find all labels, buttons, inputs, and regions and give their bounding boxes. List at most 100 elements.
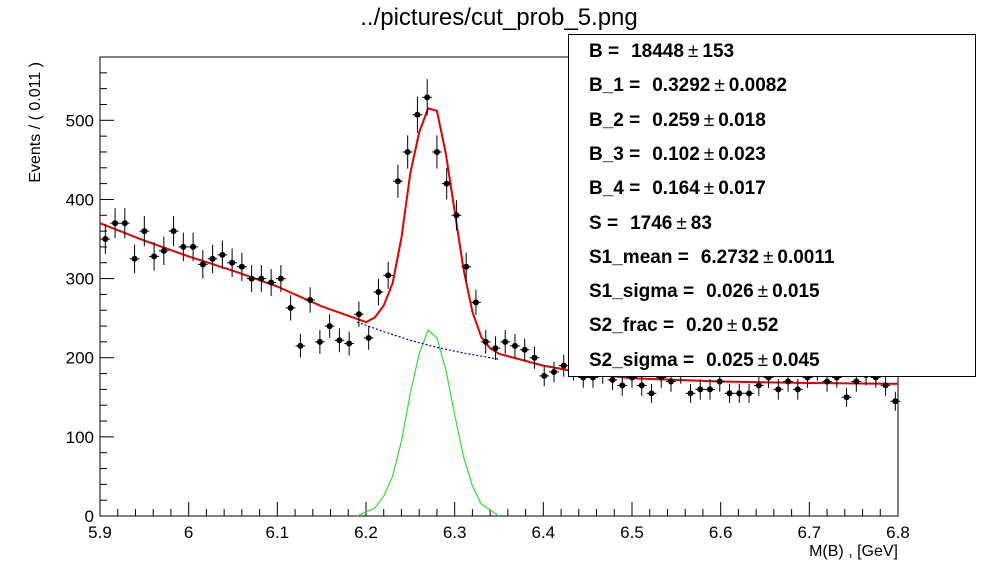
data-point xyxy=(246,265,257,293)
y-tick-label: 500 xyxy=(66,111,94,130)
data-point xyxy=(646,383,657,403)
data-point-marker xyxy=(102,236,109,243)
data-point xyxy=(558,354,569,377)
x-tick-label: 6.7 xyxy=(798,523,822,542)
plus-minus-symbol: ± xyxy=(687,41,699,62)
data-point-marker xyxy=(502,338,509,345)
data-point-marker xyxy=(424,94,431,101)
data-point xyxy=(705,379,715,400)
data-point xyxy=(500,330,511,354)
data-point xyxy=(734,383,745,403)
y-axis-label: Events / ( 0.011 ) xyxy=(27,62,44,183)
data-point xyxy=(744,383,754,403)
data-point-marker xyxy=(775,386,782,393)
data-point-marker xyxy=(151,253,158,260)
data-point-marker xyxy=(160,247,167,254)
fit-parameters-box: B = 18448 ±153 B_1 = 0.3292 ±0.0082 B_2 = 0.259… xyxy=(568,34,976,377)
data-point-marker xyxy=(511,342,518,349)
data-point-marker xyxy=(716,378,723,385)
background-curve xyxy=(356,321,500,360)
fit-parameter-value: 0.025 xyxy=(706,349,754,371)
plus-minus-symbol: ± xyxy=(703,178,715,200)
y-tick-label: 400 xyxy=(66,190,94,209)
data-point-marker xyxy=(170,228,177,235)
data-point xyxy=(110,208,120,239)
data-point-marker xyxy=(463,263,470,270)
fit-parameter-name: S2_sigma = xyxy=(589,349,695,371)
data-point xyxy=(344,331,355,356)
data-point-marker xyxy=(277,275,284,282)
data-point-marker xyxy=(843,394,850,401)
plus-minus-symbol: ± xyxy=(714,75,725,97)
data-point-marker xyxy=(648,390,655,397)
data-point xyxy=(841,387,852,407)
data-point xyxy=(783,371,793,392)
data-point-marker xyxy=(131,255,138,262)
data-point xyxy=(539,365,550,387)
data-point xyxy=(510,333,520,358)
data-point-marker xyxy=(365,334,372,341)
fit-parameter-line: B_4 = 0.164 ±0.017 xyxy=(589,178,766,200)
x-tick-label: 6.1 xyxy=(266,523,290,542)
x-tick-label: 6 xyxy=(184,523,193,542)
data-point xyxy=(295,333,306,358)
fit-parameter-error: 0.0011 xyxy=(777,246,835,268)
data-point-marker xyxy=(433,148,440,155)
y-tick-label: 200 xyxy=(66,349,94,368)
plus-minus-symbol: ± xyxy=(676,212,687,234)
data-point xyxy=(236,252,247,281)
data-point-marker xyxy=(707,386,714,393)
x-tick-label: 6.5 xyxy=(620,523,644,542)
y-tick-label: 0 xyxy=(85,507,94,526)
data-point-marker xyxy=(609,376,616,383)
fit-parameter-value: 6.2732 xyxy=(700,246,759,268)
fit-parameter-value: 0.3292 xyxy=(652,75,711,97)
data-point-marker xyxy=(180,243,187,250)
fit-parameter-name: B_2 = xyxy=(589,109,641,131)
data-point-marker xyxy=(375,289,382,296)
plus-minus-symbol: ± xyxy=(762,246,774,268)
data-point xyxy=(471,289,481,315)
data-point-marker xyxy=(892,398,899,405)
x-tick-label: 5.9 xyxy=(88,523,112,542)
data-point xyxy=(724,383,735,403)
data-point xyxy=(139,216,150,247)
data-point-marker xyxy=(541,372,548,379)
data-point-marker xyxy=(112,220,119,227)
data-point xyxy=(178,232,189,262)
data-point-marker xyxy=(238,263,245,270)
x-tick-label: 6.2 xyxy=(354,523,378,542)
data-point-marker xyxy=(199,261,206,268)
data-point xyxy=(158,236,169,266)
data-point xyxy=(354,301,364,327)
data-point-marker xyxy=(472,299,479,306)
data-point-marker xyxy=(853,378,860,385)
fit-parameter-error: 0.018 xyxy=(718,109,766,131)
data-point xyxy=(276,265,286,293)
data-point-marker xyxy=(268,279,275,286)
data-point-marker xyxy=(404,148,411,155)
data-point-marker xyxy=(355,311,362,318)
data-point xyxy=(324,314,335,338)
data-point xyxy=(285,295,296,321)
data-point xyxy=(773,379,784,400)
fit-parameter-value: 18448 xyxy=(631,41,684,62)
x-tick-label: 6.4 xyxy=(532,523,556,542)
data-point-marker xyxy=(492,345,499,352)
data-point xyxy=(100,223,111,255)
total-fit-curve xyxy=(99,107,899,385)
data-point-marker xyxy=(121,220,128,227)
data-point-marker xyxy=(638,382,645,389)
data-point xyxy=(890,391,901,411)
chart-title: ../pictures/cut_prob_5.png xyxy=(360,4,638,31)
data-point-marker xyxy=(531,354,538,361)
data-point-marker xyxy=(453,212,460,219)
data-point xyxy=(119,208,130,239)
data-point xyxy=(792,379,803,400)
data-point-marker xyxy=(394,178,401,185)
data-point-marker xyxy=(746,390,753,397)
data-point xyxy=(266,269,277,296)
data-point xyxy=(480,330,491,354)
data-point-marker xyxy=(794,386,801,393)
